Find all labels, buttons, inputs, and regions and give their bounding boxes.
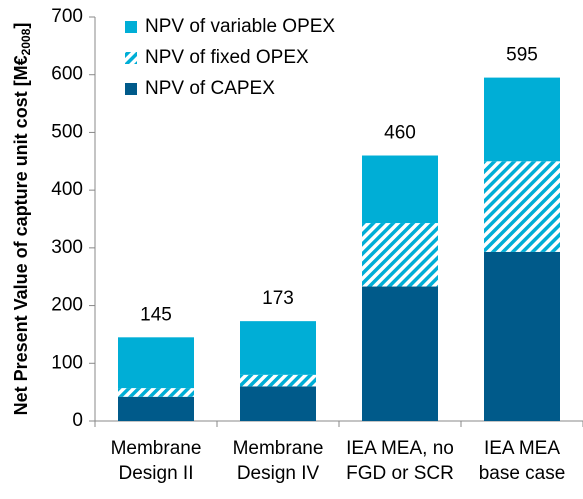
legend-swatch — [125, 52, 137, 64]
x-tick-label: IEA MEA — [484, 438, 560, 459]
legend-label: NPV of CAPEX — [145, 78, 275, 99]
bar-segment — [362, 286, 438, 421]
total-label: 460 — [384, 123, 416, 144]
x-tick-label: Membrane — [233, 438, 324, 459]
bar-segment — [240, 374, 316, 387]
bar-segment — [362, 223, 438, 287]
total-label: 595 — [506, 45, 538, 66]
bar-segment — [118, 396, 194, 421]
y-tick-label: 0 — [72, 410, 83, 431]
legend-swatch — [125, 21, 137, 33]
x-tick-label: Membrane — [111, 438, 202, 459]
x-tick-label: Design IV — [237, 463, 320, 484]
y-tick-label: 200 — [51, 295, 83, 316]
total-label: 145 — [140, 304, 172, 325]
y-tick-label: 100 — [51, 352, 83, 373]
y-axis-label: Net Present Value of capture unit cost [… — [11, 23, 33, 416]
y-tick-label: 400 — [51, 179, 83, 200]
legend-label: NPV of fixed OPEX — [145, 47, 309, 68]
y-tick-label: 300 — [51, 237, 83, 258]
y-tick-label: 700 — [51, 6, 83, 27]
total-label: 173 — [262, 288, 294, 309]
bar-segment — [118, 388, 194, 397]
x-tick-label: FGD or SCR — [346, 463, 454, 484]
y-label-sub: 2008 — [19, 28, 33, 55]
bar-segment — [118, 337, 194, 389]
legend-swatch — [125, 83, 137, 95]
bar-segment — [240, 321, 316, 375]
y-tick-label: 500 — [51, 121, 83, 142]
bar-segment — [240, 386, 316, 421]
x-tick-label: IEA MEA, no — [346, 438, 454, 459]
bar-segment — [484, 77, 560, 162]
bar-segment — [484, 251, 560, 421]
y-label-end: ] — [11, 23, 31, 29]
x-tick-label: base case — [479, 463, 566, 484]
y-label-main: Net Present Value of capture unit cost [… — [11, 55, 31, 415]
x-tick-label: Design II — [119, 463, 194, 484]
bar-segment — [362, 155, 438, 224]
y-tick-label: 600 — [51, 64, 83, 85]
legend-label: NPV of variable OPEX — [145, 16, 335, 37]
bar-segment — [484, 161, 560, 252]
